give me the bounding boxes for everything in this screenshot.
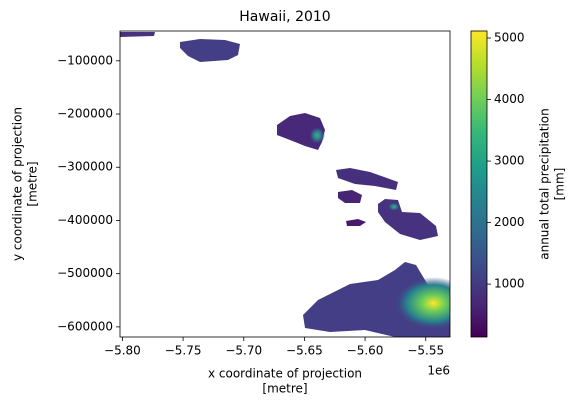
island (380, 199, 400, 213)
y-tick-label: −200000 (57, 107, 113, 121)
x-tick-label: −5.60 (347, 344, 384, 358)
island (299, 120, 325, 148)
colorbar-label: annual total precipitation (538, 108, 552, 260)
island (336, 168, 398, 190)
x-tick-label: −5.65 (286, 344, 323, 358)
y-tick-label: −300000 (57, 160, 113, 174)
x-axis-label: [metre] (262, 382, 307, 396)
island (338, 190, 362, 203)
y-tick-label: −400000 (57, 213, 113, 227)
y-axis-label: y coordinate of projection (11, 107, 25, 261)
colorbar-tick-label: 5000 (494, 31, 525, 45)
y-tick-label: −600000 (57, 319, 113, 333)
island (346, 219, 366, 226)
colorbar (470, 30, 488, 338)
island (180, 39, 240, 62)
plot-frame (119, 30, 451, 338)
x-axis-label: x coordinate of projection (208, 367, 362, 381)
colorbar-tick-label: 2000 (494, 215, 525, 229)
x-tick-label: −5.70 (225, 344, 262, 358)
colorbar-label: [mm] (553, 168, 567, 201)
island (120, 32, 155, 37)
x-offset-label: 1e6 (427, 364, 450, 378)
x-tick-label: −5.80 (104, 344, 141, 358)
colorbar-tick-label: 3000 (494, 154, 525, 168)
y-tick-label: −500000 (57, 266, 113, 280)
y-axis-label: [metre] (26, 161, 40, 206)
y-tick-label: −100000 (57, 53, 113, 67)
raster-image (120, 32, 450, 337)
colorbar-tick-label: 4000 (494, 92, 525, 106)
x-tick-label: −5.55 (407, 344, 444, 358)
island (340, 262, 450, 337)
colorbar-tick-label: 1000 (494, 277, 525, 291)
chart-title: Hawaii, 2010 (239, 9, 330, 25)
x-tick-label: −5.75 (165, 344, 202, 358)
